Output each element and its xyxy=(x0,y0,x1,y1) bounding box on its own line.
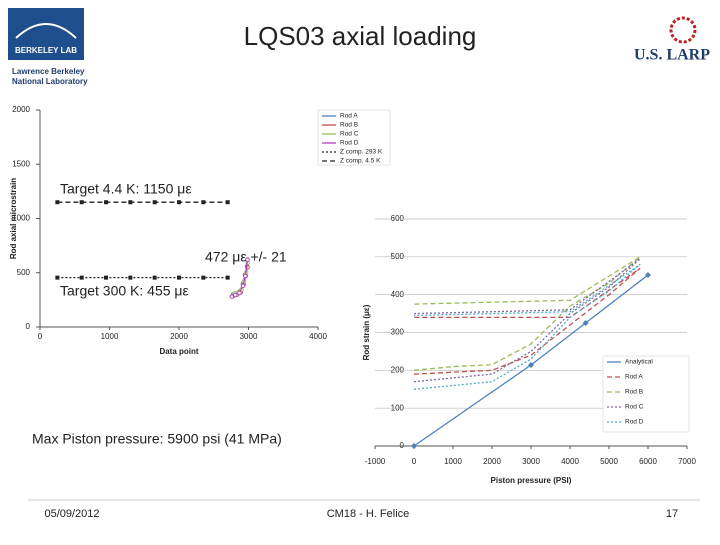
annotation: Max Piston pressure: 5900 psi (41 MPa) xyxy=(32,431,282,447)
point xyxy=(237,290,242,296)
series-line xyxy=(413,258,641,383)
point xyxy=(582,320,589,327)
series-line xyxy=(413,267,641,375)
x-tick-label: 2000 xyxy=(483,457,501,466)
point xyxy=(201,275,206,280)
legend-box xyxy=(317,109,391,166)
legend-label: Z comp. 4.5 K xyxy=(340,158,381,165)
x-axis-label: Data point xyxy=(159,347,198,356)
legend-label: Rod A xyxy=(340,113,358,120)
point xyxy=(104,275,109,280)
larp-logo: U.S. LARP xyxy=(634,47,710,64)
y-axis-label: Rod strain (με) xyxy=(362,304,371,360)
point xyxy=(55,200,60,205)
larp-emblem xyxy=(669,16,697,44)
series-line xyxy=(413,256,641,371)
legend-label: Analytical xyxy=(625,359,653,366)
point xyxy=(201,200,206,205)
page-number: 17 xyxy=(666,508,678,520)
annotation: Target 4.4 K: 1150 με xyxy=(60,181,192,197)
annotation: 472 με +/- 21 xyxy=(205,249,287,265)
point xyxy=(243,273,248,279)
y-tick-label: 0 xyxy=(26,322,31,331)
y-tick-label: 100 xyxy=(391,403,405,412)
point xyxy=(645,271,651,278)
y-tick-label: 200 xyxy=(391,365,405,374)
x-tick-label: 2000 xyxy=(170,332,188,341)
x-tick-label: 3000 xyxy=(522,457,540,466)
point xyxy=(55,275,60,280)
y-tick-label: 300 xyxy=(391,328,405,337)
legend-label: Rod A xyxy=(625,374,643,381)
logo-arc xyxy=(15,23,77,39)
y-tick-label: 600 xyxy=(391,214,405,223)
y-tick-label: 1500 xyxy=(12,159,30,168)
y-tick-label: 500 xyxy=(391,252,405,261)
series-line xyxy=(413,274,649,447)
legend-label: Rod D xyxy=(625,419,644,426)
x-axis-label: Piston pressure (PSI) xyxy=(491,476,572,485)
y-tick-label: 500 xyxy=(17,268,31,277)
point xyxy=(152,275,157,280)
point xyxy=(411,443,417,449)
x-tick-label: 0 xyxy=(412,457,417,466)
point xyxy=(240,283,246,289)
x-tick-label: 1000 xyxy=(444,457,462,466)
point xyxy=(232,292,238,298)
legend-label: Rod B xyxy=(340,122,358,129)
x-tick-label: 3000 xyxy=(240,332,258,341)
legend-label: Z comp. 293 K xyxy=(340,149,383,156)
legend-label: Rod D xyxy=(340,140,359,147)
annotation: Target 300 K: 455 με xyxy=(60,283,189,299)
logo-text: BERKELEY LAB xyxy=(15,46,77,55)
footer-date: 05/09/2012 xyxy=(44,508,99,520)
point xyxy=(152,200,157,205)
point xyxy=(229,294,235,299)
x-tick-label: 4000 xyxy=(309,332,327,341)
point xyxy=(128,275,133,280)
y-tick-label: 1000 xyxy=(12,214,30,223)
y-tick-label: 400 xyxy=(391,290,405,299)
point xyxy=(177,275,181,280)
logo-subtext: Lawrence Berkeley xyxy=(12,67,85,76)
logo-subtext: National Laboratory xyxy=(12,77,88,86)
legend-label: Rod C xyxy=(340,131,359,138)
point xyxy=(528,362,534,369)
series-line xyxy=(413,263,641,390)
point xyxy=(104,200,109,205)
x-tick-label: 0 xyxy=(38,332,43,341)
legend-label: Rod B xyxy=(625,389,643,396)
point xyxy=(128,200,133,205)
point xyxy=(225,200,230,205)
point xyxy=(79,275,84,280)
x-tick-label: 7000 xyxy=(678,457,696,466)
point xyxy=(245,257,250,263)
legend-label: Rod C xyxy=(625,404,644,411)
legend-box xyxy=(602,355,690,433)
point xyxy=(225,275,230,280)
slide-title: LQS03 axial loading xyxy=(244,21,477,51)
y-axis-label: Rod axial microstrain xyxy=(9,178,18,259)
point xyxy=(177,200,181,205)
x-tick-label: -1000 xyxy=(365,457,386,466)
x-tick-label: 6000 xyxy=(639,457,657,466)
x-tick-label: 4000 xyxy=(561,457,579,466)
x-tick-label: 5000 xyxy=(600,457,618,466)
y-tick-label: 2000 xyxy=(12,105,30,114)
x-tick-label: 1000 xyxy=(101,332,119,341)
footer-author: CM18 - H. Felice xyxy=(327,508,410,520)
point xyxy=(79,200,84,205)
